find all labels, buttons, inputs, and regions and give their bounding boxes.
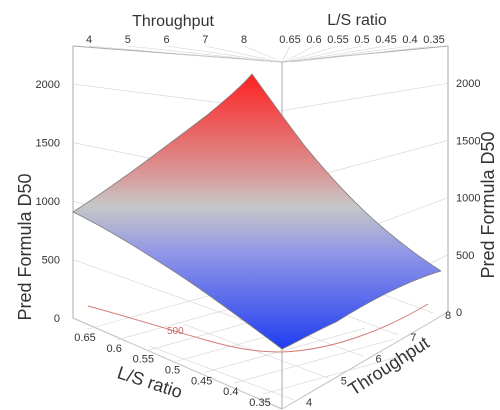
right-z-ticks: 0 500 1000 1500 2000	[456, 78, 480, 319]
right-face-z-grid	[281, 311, 449, 410]
top-ls-title: L/S ratio	[327, 12, 387, 29]
bottom-throughput-tick: 8	[445, 310, 451, 322]
right-z-tick: 1000	[456, 193, 480, 205]
bottom-ls-ticks: 0.65 0.6 0.55 0.5 0.45 0.4 0.35	[74, 332, 270, 409]
top-ls-ticks: 0.65 0.6 0.55 0.5 0.45 0.4 0.35	[279, 34, 444, 46]
floor-ls-grid-line	[204, 328, 365, 373]
left-z-tick: 1500	[36, 138, 60, 150]
bottom-ls-tick: 0.55	[133, 354, 154, 366]
left-z-tick: 2000	[36, 79, 60, 91]
top-ls-tick: 0.6	[306, 34, 321, 46]
left-face-z-grid	[72, 317, 283, 410]
floor-throughput-grid-line	[148, 345, 295, 401]
bottom-throughput-title: Throughput	[345, 333, 433, 400]
left-z-tick: 1000	[36, 196, 60, 208]
left-z-ticks: 0 500 1000 1500 2000	[36, 79, 60, 325]
surface	[73, 74, 441, 349]
top-throughput-title: Throughput	[132, 13, 214, 30]
bottom-ls-tick: 0.4	[223, 386, 238, 398]
left-z-title: Pred Formula D50	[15, 173, 35, 320]
top-ls-grid-line	[289, 45, 387, 63]
top-throughput-grid-line	[88, 45, 275, 63]
floor-throughput-grid-line	[183, 323, 329, 379]
top-left-frame-edge	[72, 45, 283, 63]
bottom-throughput-tick: 4	[306, 397, 312, 409]
top-ls-tick: 0.35	[423, 34, 444, 46]
right-face-z-grid	[281, 82, 449, 111]
top-ls-grid-line	[287, 45, 363, 63]
bottom-ls-tick: 0.35	[249, 397, 270, 409]
top-throughput-grid-line	[243, 45, 283, 63]
top-ls-tick: 0.5	[354, 34, 369, 46]
left-z-tick: 500	[42, 255, 60, 267]
top-throughput-grid-line	[205, 45, 281, 63]
top-throughput-tick: 6	[163, 34, 169, 46]
bottom-throughput-ticks: 4 5 6 7 8	[306, 310, 451, 409]
top-ls-tick: 0.65	[279, 34, 300, 46]
floor-ls-grid-line	[262, 349, 424, 395]
top-throughput-tick: 4	[86, 34, 92, 46]
bottom-throughput-tick: 7	[410, 332, 416, 344]
top-throughput-ticks: 4 5 6 7 8	[86, 34, 247, 46]
top-ls-tick: 0.55	[327, 34, 348, 46]
bottom-ls-tick: 0.45	[191, 375, 212, 387]
top-throughput-tick: 7	[202, 34, 208, 46]
top-ls-grid-line	[293, 45, 435, 63]
right-z-tick: 500	[456, 250, 474, 262]
bottom-ls-tick: 0.6	[107, 343, 122, 355]
top-throughput-grid-line	[166, 45, 279, 63]
top-throughput-grid-line	[127, 45, 277, 63]
top-ls-grid-line	[285, 45, 339, 63]
right-z-tick: 2000	[456, 78, 480, 90]
left-z-tick: 0	[54, 313, 60, 325]
contour-line	[87, 303, 429, 353]
top-throughput-tick: 5	[125, 34, 131, 46]
right-z-tick: 0	[456, 307, 462, 319]
surface-edge	[72, 73, 442, 350]
top-ls-grid-line	[291, 45, 411, 63]
top-ls-grid-line	[283, 45, 315, 63]
contour-label: 500	[167, 326, 184, 337]
top-ls-tick: 0.4	[402, 34, 417, 46]
bottom-ls-tick: 0.65	[74, 332, 95, 344]
right-z-title: Pred Formula D50	[478, 131, 498, 278]
top-throughput-tick: 8	[241, 34, 247, 46]
right-z-tick: 1500	[456, 135, 480, 147]
bottom-ls-tick: 0.5	[165, 365, 180, 377]
bottom-throughput-tick: 6	[376, 354, 382, 366]
top-ls-tick: 0.45	[375, 34, 396, 46]
top-ls-grid-line	[281, 45, 291, 63]
bottom-throughput-tick: 5	[341, 375, 347, 387]
floor-ls-grid-line	[233, 338, 394, 384]
